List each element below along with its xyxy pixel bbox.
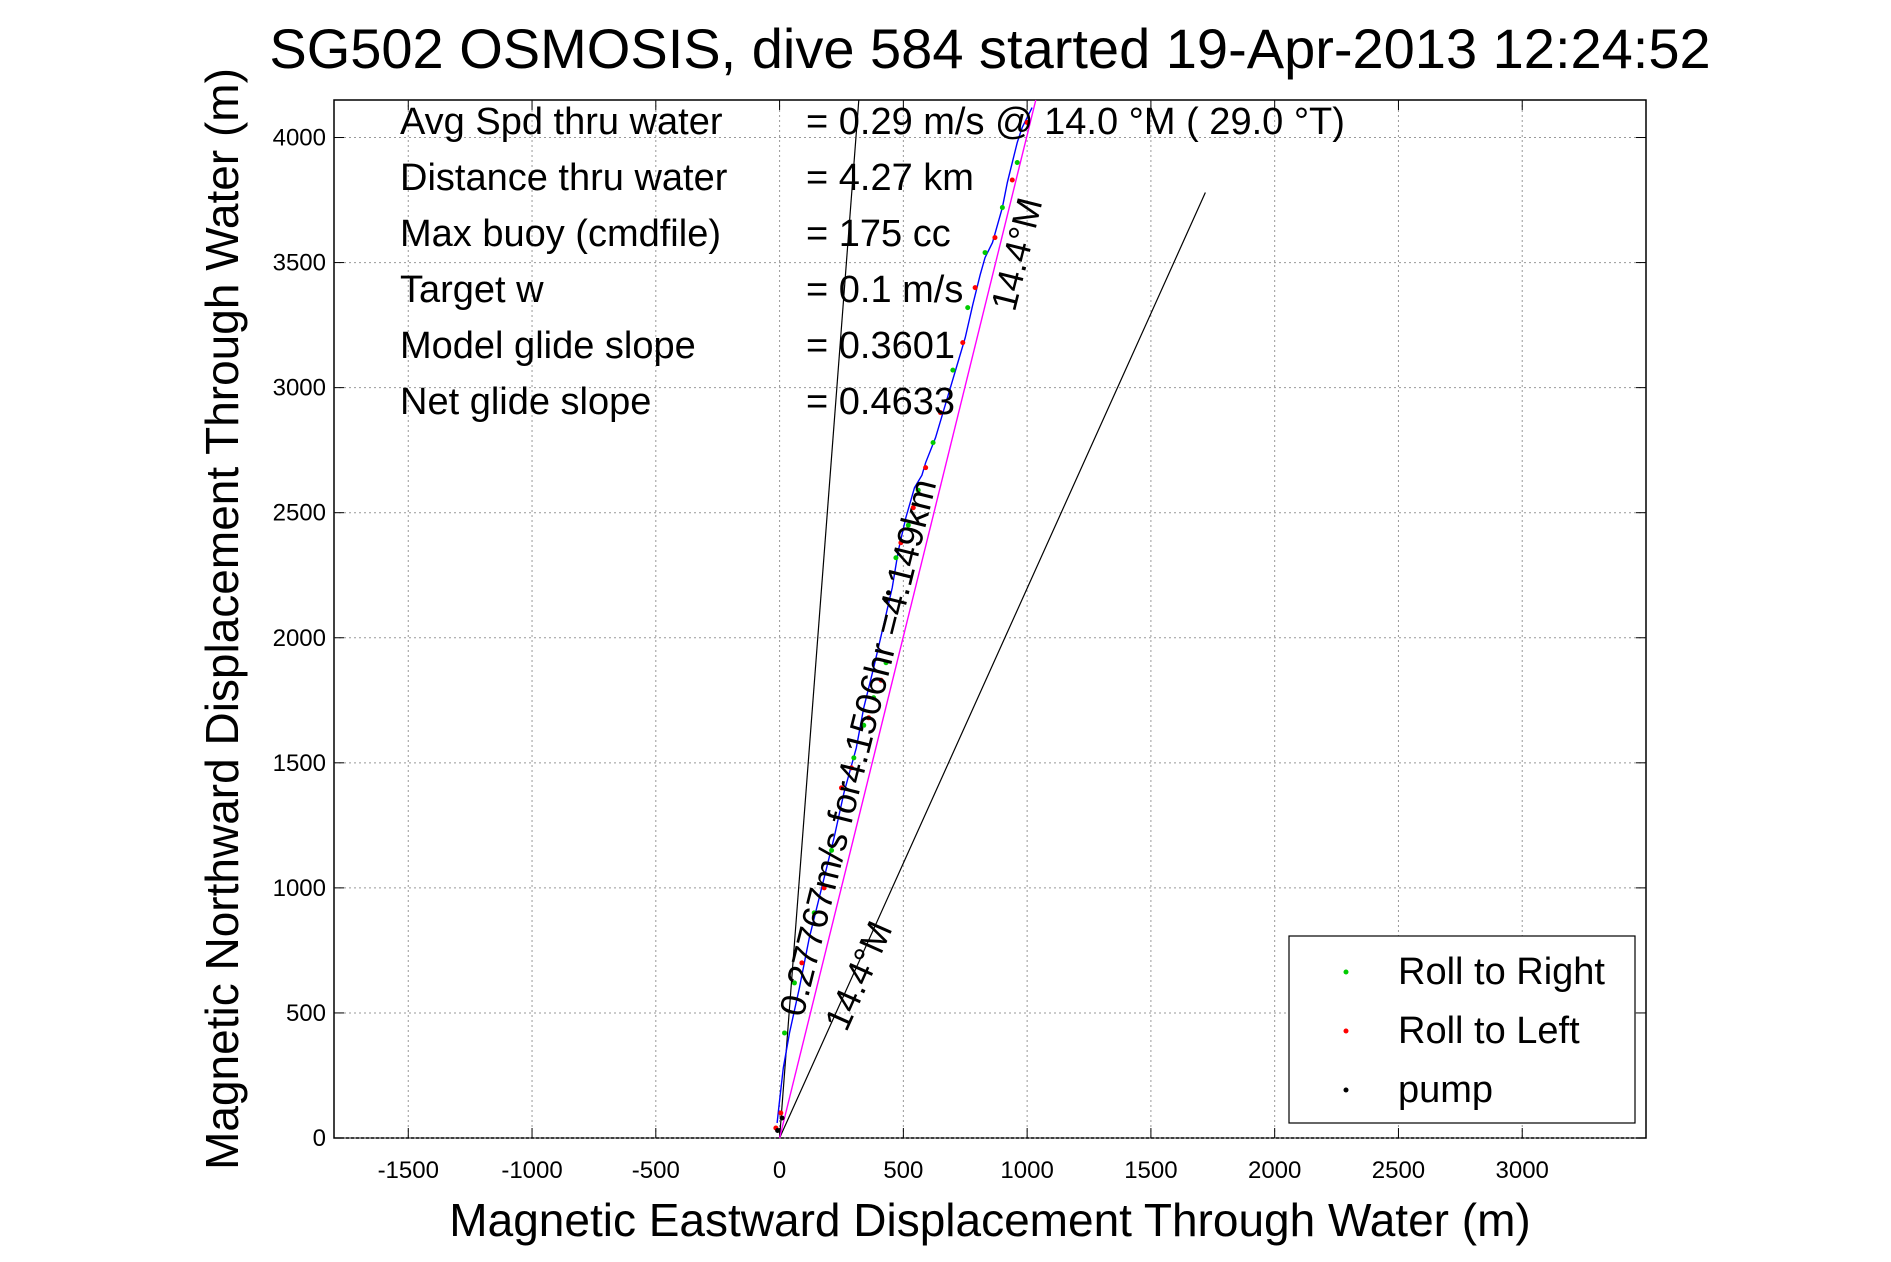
data-point bbox=[999, 205, 1005, 211]
guide-line bbox=[778, 99, 860, 1139]
data-point bbox=[775, 1127, 781, 1133]
data-point bbox=[883, 597, 889, 603]
data-point bbox=[851, 755, 857, 761]
data-point bbox=[972, 285, 978, 291]
data-point bbox=[779, 1115, 785, 1121]
stat-value: = 0.29 m/s @ 14.0 °M ( 29.0 °T) bbox=[806, 101, 1345, 143]
legend-label: Roll to Left bbox=[1398, 1010, 1580, 1052]
data-point bbox=[930, 440, 936, 446]
y-tick-label: 2000 bbox=[273, 625, 326, 652]
data-point bbox=[923, 465, 929, 471]
stat-label: Distance thru water bbox=[400, 157, 728, 199]
y-tick-label: 1000 bbox=[273, 875, 326, 902]
data-point bbox=[893, 555, 899, 561]
data-point bbox=[866, 715, 872, 721]
data-point bbox=[965, 305, 971, 311]
x-tick-label: 1000 bbox=[1000, 1157, 1053, 1184]
guide-lines bbox=[778, 99, 1206, 1139]
data-point bbox=[811, 910, 817, 916]
chart-title: SG502 OSMOSIS, dive 584 started 19-Apr-2… bbox=[269, 17, 1710, 80]
data-point bbox=[905, 522, 911, 528]
series-line bbox=[778, 99, 1037, 1139]
data-point bbox=[1014, 160, 1020, 166]
data-point bbox=[1009, 177, 1015, 183]
x-tick-label: 0 bbox=[773, 1157, 786, 1184]
data-point bbox=[915, 487, 921, 493]
data-point bbox=[791, 980, 797, 986]
data-point bbox=[1024, 120, 1030, 126]
y-tick-label: 2500 bbox=[273, 500, 326, 527]
x-axis: -1500 -1000 -500 0 500 1000 1500 2000 2500 3000 bbox=[378, 100, 1549, 1184]
stat-label: Avg Spd thru water bbox=[400, 101, 723, 143]
stat-label: Max buoy (cmdfile) bbox=[400, 213, 721, 255]
x-tick-label: 1500 bbox=[1124, 1157, 1177, 1184]
y-tick-label: 500 bbox=[286, 1000, 326, 1027]
stat-value: = 0.1 m/s bbox=[806, 269, 963, 311]
data-point bbox=[992, 235, 998, 241]
legend-marker bbox=[1343, 1087, 1349, 1093]
data-point bbox=[799, 960, 805, 966]
y-tick-label: 3500 bbox=[273, 250, 326, 277]
legend-label: Roll to Right bbox=[1398, 951, 1605, 993]
y-tick-label: 0 bbox=[313, 1125, 326, 1152]
stat-label: Target w bbox=[400, 269, 544, 311]
data-point bbox=[871, 695, 877, 701]
data-point bbox=[878, 677, 884, 683]
x-tick-label: 2000 bbox=[1248, 1157, 1301, 1184]
data-point bbox=[829, 847, 835, 853]
x-tick-label: 500 bbox=[883, 1157, 923, 1184]
data-point bbox=[883, 660, 889, 666]
x-tick-label: 2500 bbox=[1372, 1157, 1425, 1184]
gridlines bbox=[334, 100, 1646, 1139]
y-tick-label: 1500 bbox=[273, 750, 326, 777]
legend-label: pump bbox=[1398, 1069, 1493, 1111]
stat-value: = 4.27 km bbox=[806, 157, 974, 199]
y-axis: 0 500 1000 1500 2000 2500 3000 3500 4000 bbox=[273, 125, 1646, 1152]
data-point bbox=[778, 1110, 784, 1116]
legend: Roll to Right Roll to Left pump bbox=[1288, 935, 1636, 1124]
data-point bbox=[821, 885, 827, 891]
stat-value: = 175 cc bbox=[806, 213, 951, 255]
series-layer bbox=[773, 99, 1037, 1139]
x-tick-label: -500 bbox=[632, 1157, 680, 1184]
x-tick-label: -1500 bbox=[378, 1157, 439, 1184]
data-point bbox=[838, 785, 844, 791]
x-axis-label: Magnetic Eastward Displacement Through W… bbox=[449, 1194, 1530, 1246]
data-point bbox=[910, 505, 916, 511]
data-point bbox=[861, 722, 867, 728]
data-point bbox=[960, 340, 966, 346]
x-tick-label: 3000 bbox=[1496, 1157, 1549, 1184]
data-point bbox=[937, 410, 943, 416]
data-point bbox=[982, 250, 988, 256]
data-point bbox=[950, 367, 956, 373]
guide-line bbox=[779, 192, 1206, 1139]
x-tick-label: -1000 bbox=[501, 1157, 562, 1184]
legend-marker bbox=[1343, 1028, 1349, 1034]
legend-marker bbox=[1343, 969, 1349, 975]
data-point bbox=[782, 1030, 788, 1036]
stat-value: = 0.4633 bbox=[806, 381, 955, 423]
stat-value: = 0.3601 bbox=[806, 325, 955, 367]
stats-block: Avg Spd thru water = 0.29 m/s @ 14.0 °M (… bbox=[400, 101, 1345, 423]
y-tick-label: 3000 bbox=[273, 375, 326, 402]
y-axis-label: Magnetic Northward Displacement Through … bbox=[196, 68, 248, 1170]
stat-label: Model glide slope bbox=[400, 325, 696, 367]
stat-label: Net glide slope bbox=[400, 381, 651, 423]
data-point bbox=[898, 540, 904, 546]
data-point bbox=[886, 590, 892, 596]
y-tick-label: 4000 bbox=[273, 125, 326, 152]
data-point bbox=[848, 765, 854, 771]
